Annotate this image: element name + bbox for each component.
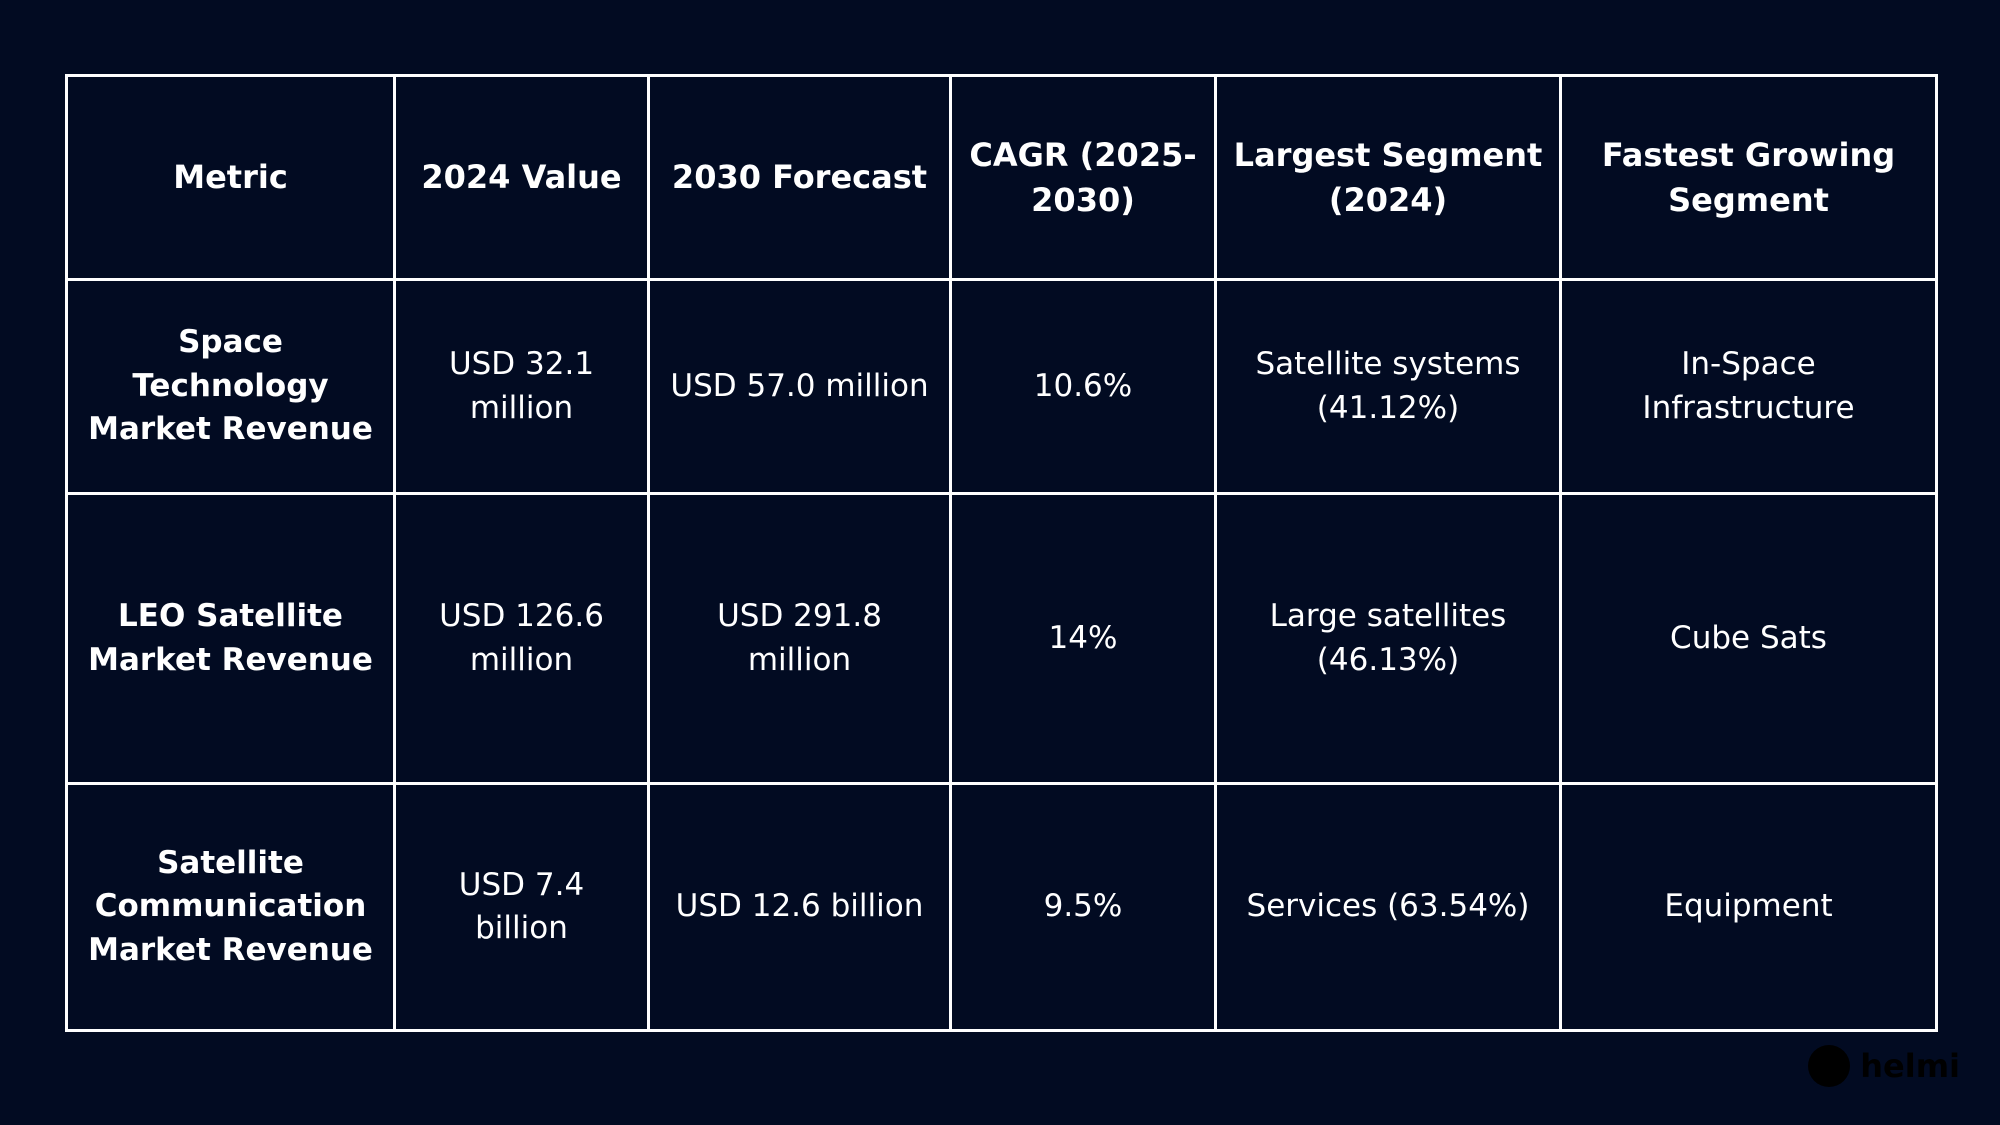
cell-largest-segment: Satellite systems (41.12%)	[1214, 278, 1562, 495]
market-table: Metric 2024 Value 2030 Forecast CAGR (20…	[65, 74, 1938, 1032]
header-cagr: CAGR (2025-2030)	[949, 74, 1217, 281]
header-largest-segment: Largest Segment (2024)	[1214, 74, 1562, 281]
cell-cagr: 14%	[949, 492, 1217, 785]
logo-circle-icon	[1808, 1045, 1851, 1087]
market-table-container: Metric 2024 Value 2030 Forecast CAGR (20…	[65, 74, 1938, 1032]
cell-2030-forecast: USD 57.0 million	[647, 278, 952, 495]
table-header-row: Metric 2024 Value 2030 Forecast CAGR (20…	[65, 74, 1938, 281]
cell-2024-value: USD 126.6 million	[393, 492, 650, 785]
watermark-logo: helmi	[1808, 1045, 1960, 1087]
table-row: Space Technology Market Revenue USD 32.1…	[65, 278, 1938, 495]
cell-largest-segment: Large satellites (46.13%)	[1214, 492, 1562, 785]
cell-fastest-growing-segment: Equipment	[1559, 782, 1938, 1032]
cell-largest-segment: Services (63.54%)	[1214, 782, 1562, 1032]
header-fastest-growing-segment: Fastest Growing Segment	[1559, 74, 1938, 281]
row-metric-label: LEO Satellite Market Revenue	[65, 492, 396, 785]
cell-2024-value: USD 32.1 million	[393, 278, 650, 495]
cell-2030-forecast: USD 291.8 million	[647, 492, 952, 785]
cell-fastest-growing-segment: Cube Sats	[1559, 492, 1938, 785]
cell-fastest-growing-segment: In-Space Infrastructure	[1559, 278, 1938, 495]
cell-2030-forecast: USD 12.6 billion	[647, 782, 952, 1032]
cell-cagr: 10.6%	[949, 278, 1217, 495]
watermark-text: helmi	[1860, 1047, 1960, 1085]
header-metric: Metric	[65, 74, 396, 281]
cell-cagr: 9.5%	[949, 782, 1217, 1032]
header-2030-forecast: 2030 Forecast	[647, 74, 952, 281]
row-metric-label: Space Technology Market Revenue	[65, 278, 396, 495]
header-2024-value: 2024 Value	[393, 74, 650, 281]
row-metric-label: Satellite Communication Market Revenue	[65, 782, 396, 1032]
table-row: Satellite Communication Market Revenue U…	[65, 782, 1938, 1032]
cell-2024-value: USD 7.4 billion	[393, 782, 650, 1032]
table-row: LEO Satellite Market Revenue USD 126.6 m…	[65, 492, 1938, 785]
